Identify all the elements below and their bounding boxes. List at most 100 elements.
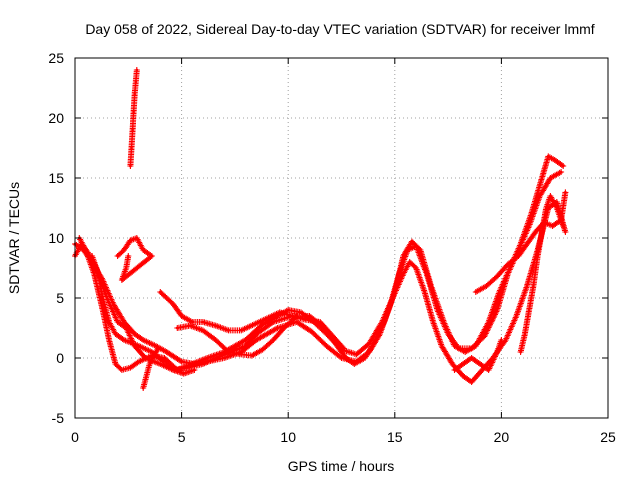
- data-point: [406, 248, 409, 252]
- data-point: [282, 326, 286, 330]
- series-trace-g: [114, 235, 155, 283]
- data-point: [546, 155, 550, 158]
- data-point: [141, 248, 145, 252]
- series-trace-f: [174, 313, 300, 359]
- data-point: [457, 347, 461, 350]
- data-point: [101, 296, 105, 300]
- data-point: [129, 341, 132, 344]
- data-point: [129, 239, 132, 242]
- data-point: [378, 332, 382, 336]
- data-point: [517, 254, 520, 258]
- data-point: [559, 170, 563, 174]
- y-tick-label: -5: [52, 410, 65, 426]
- data-point: [193, 368, 196, 372]
- data-point: [137, 360, 141, 363]
- data-point: [525, 284, 529, 288]
- data-point: [222, 356, 226, 360]
- data-point: [156, 347, 160, 350]
- data-point: [161, 359, 164, 362]
- data-point: [114, 332, 117, 336]
- data-point: [495, 275, 499, 278]
- data-point: [158, 362, 162, 366]
- data-point: [171, 302, 175, 306]
- data-point: [480, 368, 484, 372]
- data-point: [303, 318, 307, 321]
- data-point: [133, 332, 137, 336]
- data-point: [527, 224, 531, 228]
- data-point: [295, 314, 299, 318]
- data-point: [549, 176, 552, 180]
- series-trace-i: [140, 345, 162, 391]
- x-tick-label: 25: [600, 429, 616, 445]
- data-point: [527, 308, 531, 312]
- data-point: [461, 374, 465, 378]
- data-point: [112, 302, 115, 306]
- data-point: [380, 320, 384, 324]
- series-marks: [72, 169, 565, 367]
- data-point: [555, 200, 559, 204]
- data-point: [561, 224, 565, 228]
- data-point: [329, 332, 333, 336]
- data-point: [124, 266, 128, 270]
- data-point: [190, 362, 194, 366]
- data-point: [342, 347, 345, 350]
- data-point: [250, 354, 254, 357]
- data-point: [318, 320, 322, 324]
- series-marks: [114, 235, 155, 283]
- data-point: [116, 320, 119, 324]
- data-point: [355, 353, 358, 356]
- x-tick-label: 0: [71, 429, 79, 445]
- x-tick-label: 15: [387, 429, 403, 445]
- data-point: [90, 254, 94, 258]
- data-point: [549, 194, 552, 198]
- data-point: [561, 164, 565, 168]
- data-point: [130, 146, 133, 150]
- data-point: [244, 338, 248, 342]
- data-point: [239, 329, 243, 332]
- data-point: [171, 368, 175, 372]
- data-point: [286, 308, 290, 312]
- y-tick-labels: -5 0 5 10 15 20 25: [48, 50, 64, 426]
- data-point: [122, 320, 126, 324]
- data-marks: [72, 67, 569, 391]
- data-point: [485, 284, 488, 288]
- data-point: [391, 296, 395, 300]
- data-point: [137, 344, 141, 348]
- data-point: [540, 176, 544, 180]
- data-point: [152, 354, 156, 357]
- data-point: [536, 254, 539, 258]
- data-point: [551, 224, 554, 228]
- data-point: [517, 248, 520, 252]
- x-tick-label: 20: [494, 429, 510, 445]
- data-point: [114, 362, 117, 366]
- data-point: [150, 254, 154, 258]
- series-marks: [127, 67, 140, 169]
- y-tick-label: 10: [48, 230, 64, 246]
- data-point: [397, 272, 401, 276]
- series-trace-k: [517, 193, 567, 355]
- data-point: [84, 248, 88, 252]
- data-point: [148, 362, 152, 366]
- data-point: [553, 158, 557, 162]
- data-point: [132, 110, 136, 114]
- data-point: [252, 323, 256, 326]
- data-point: [423, 290, 426, 294]
- series-trace-b: [72, 169, 565, 367]
- data-point: [126, 254, 130, 258]
- chart-title: Day 058 of 2022, Sidereal Day-to-day VTE…: [85, 21, 594, 37]
- data-point: [278, 311, 282, 314]
- data-point: [295, 320, 299, 324]
- data-point: [190, 320, 194, 324]
- data-point: [122, 338, 126, 342]
- data-point: [487, 368, 490, 372]
- data-point: [254, 338, 258, 342]
- data-point: [470, 380, 473, 384]
- data-point: [105, 296, 109, 300]
- data-point: [431, 320, 435, 324]
- data-point: [165, 350, 169, 354]
- data-point: [506, 272, 510, 276]
- data-point: [180, 360, 184, 363]
- data-point: [453, 368, 456, 372]
- data-point: [564, 191, 567, 194]
